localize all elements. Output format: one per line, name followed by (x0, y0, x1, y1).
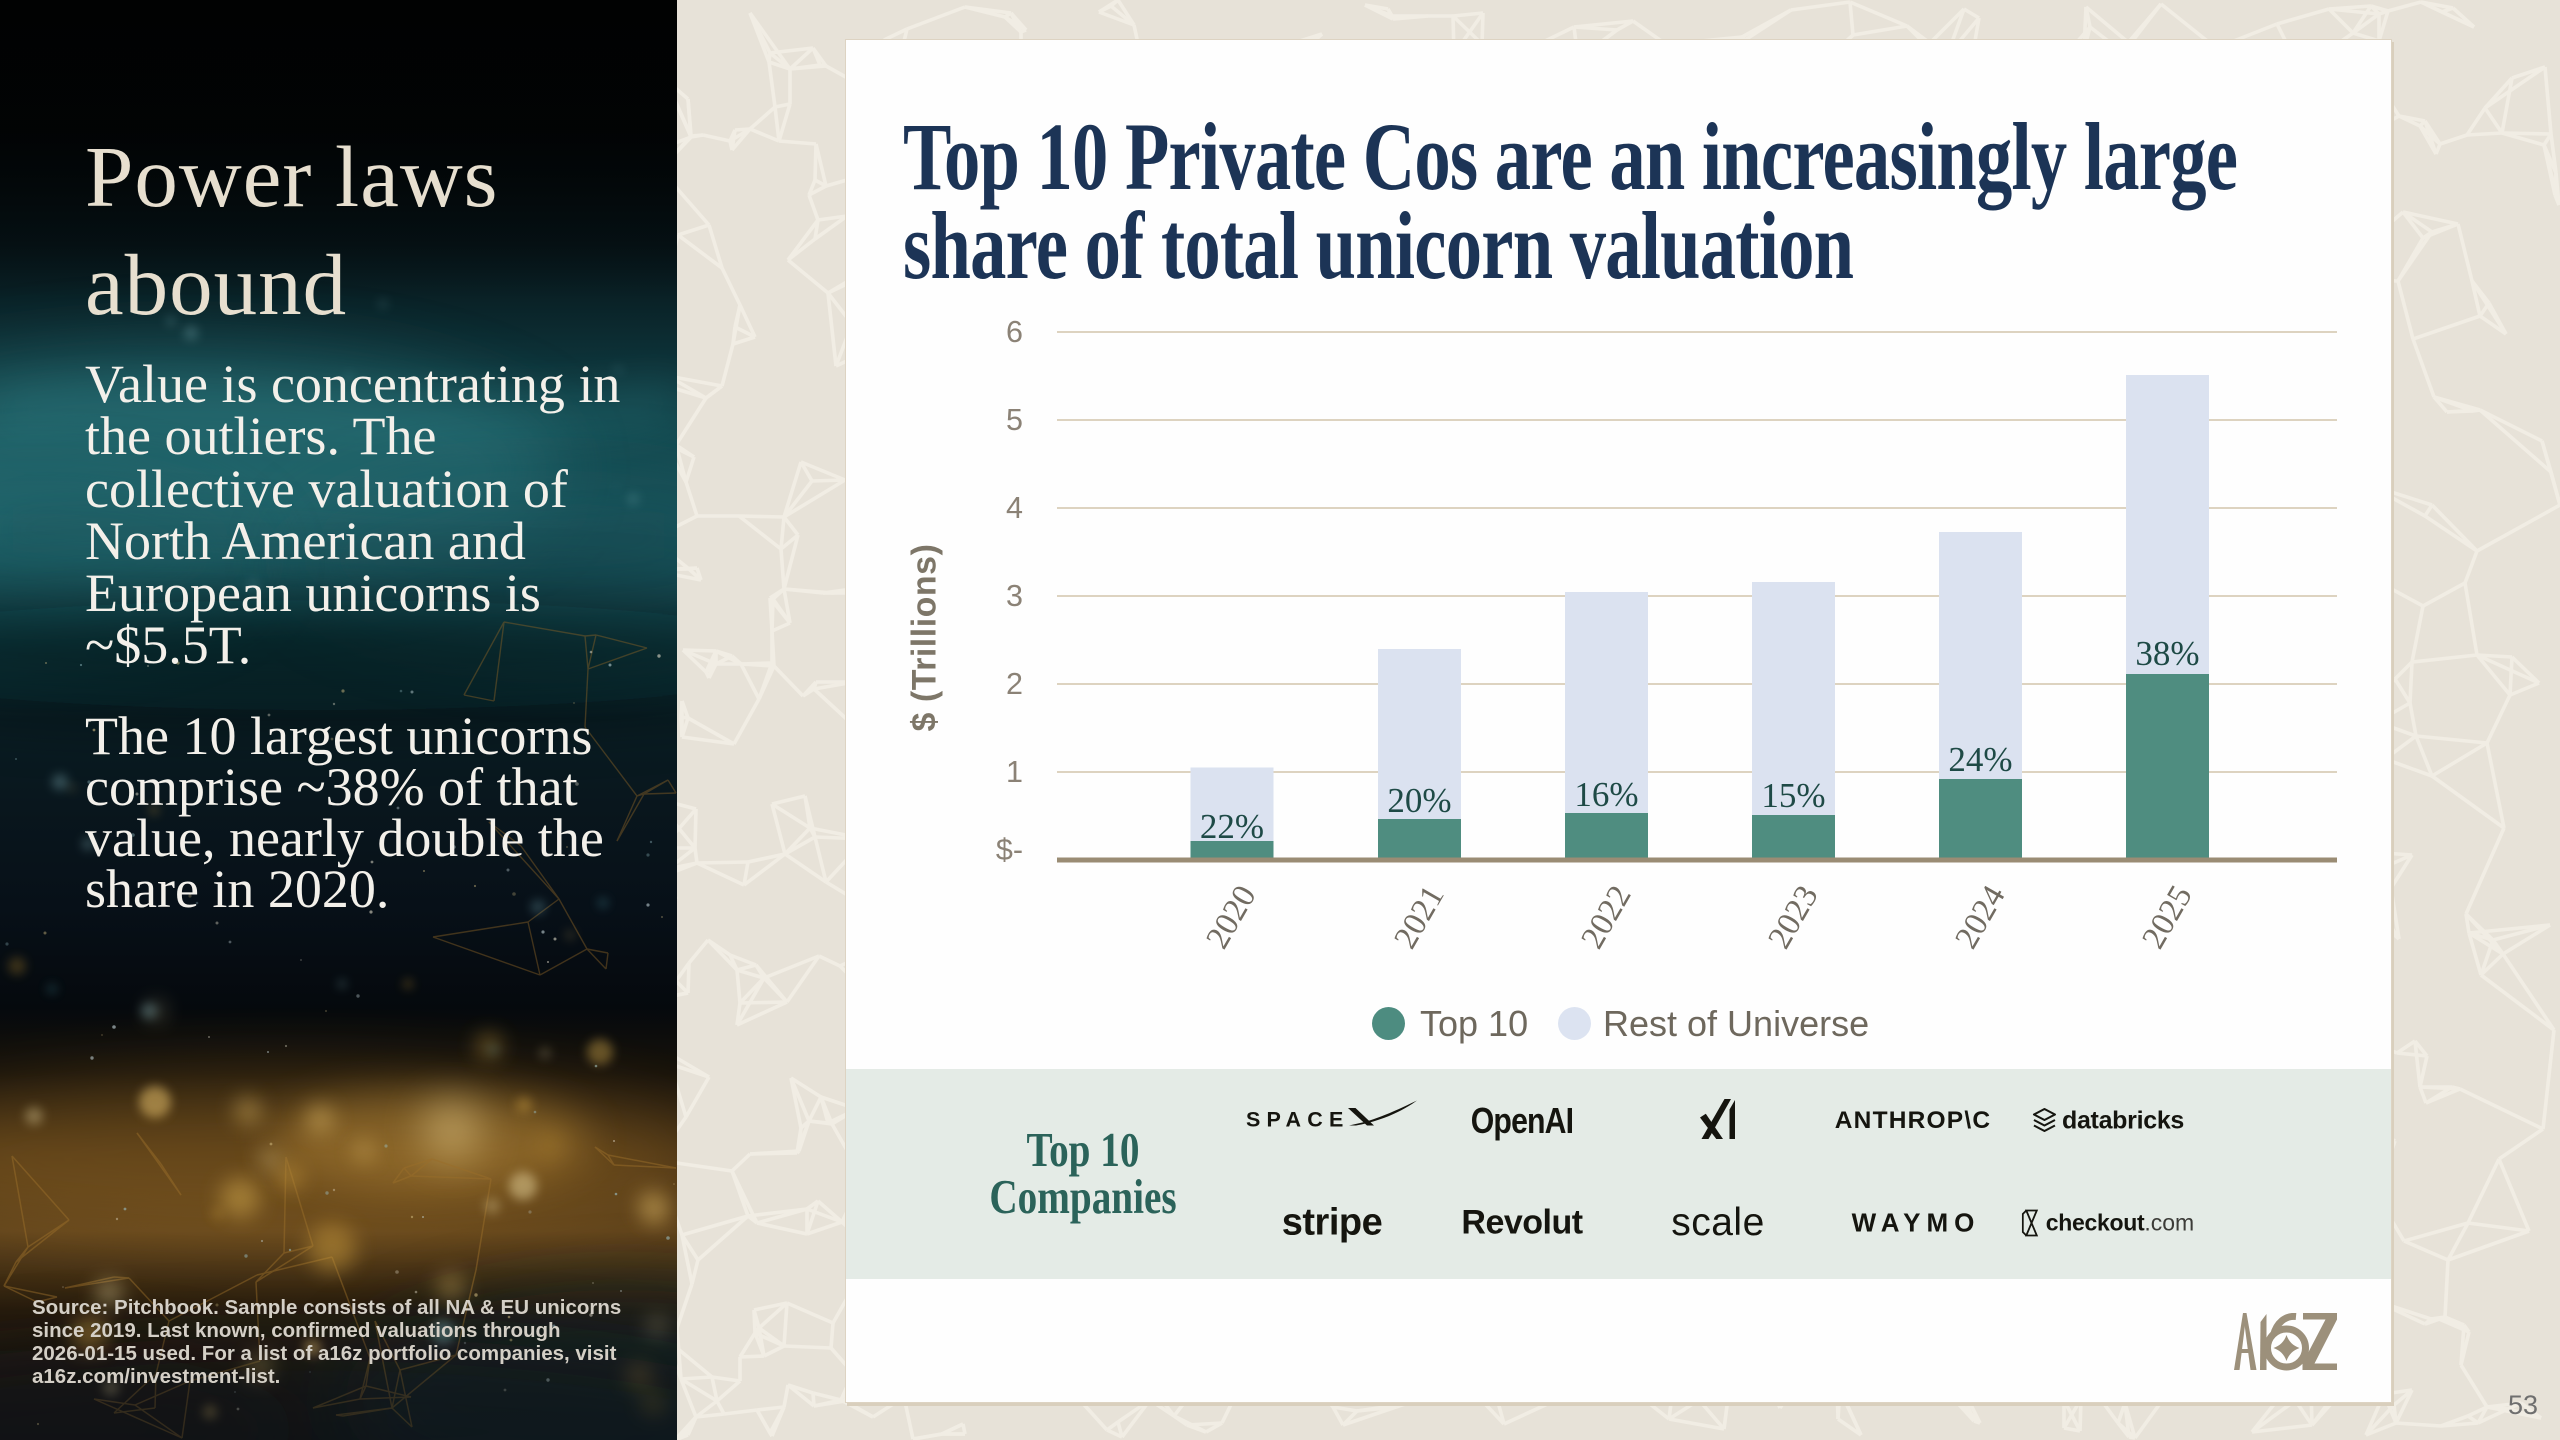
svg-text:SPACE: SPACE (1246, 1108, 1349, 1132)
